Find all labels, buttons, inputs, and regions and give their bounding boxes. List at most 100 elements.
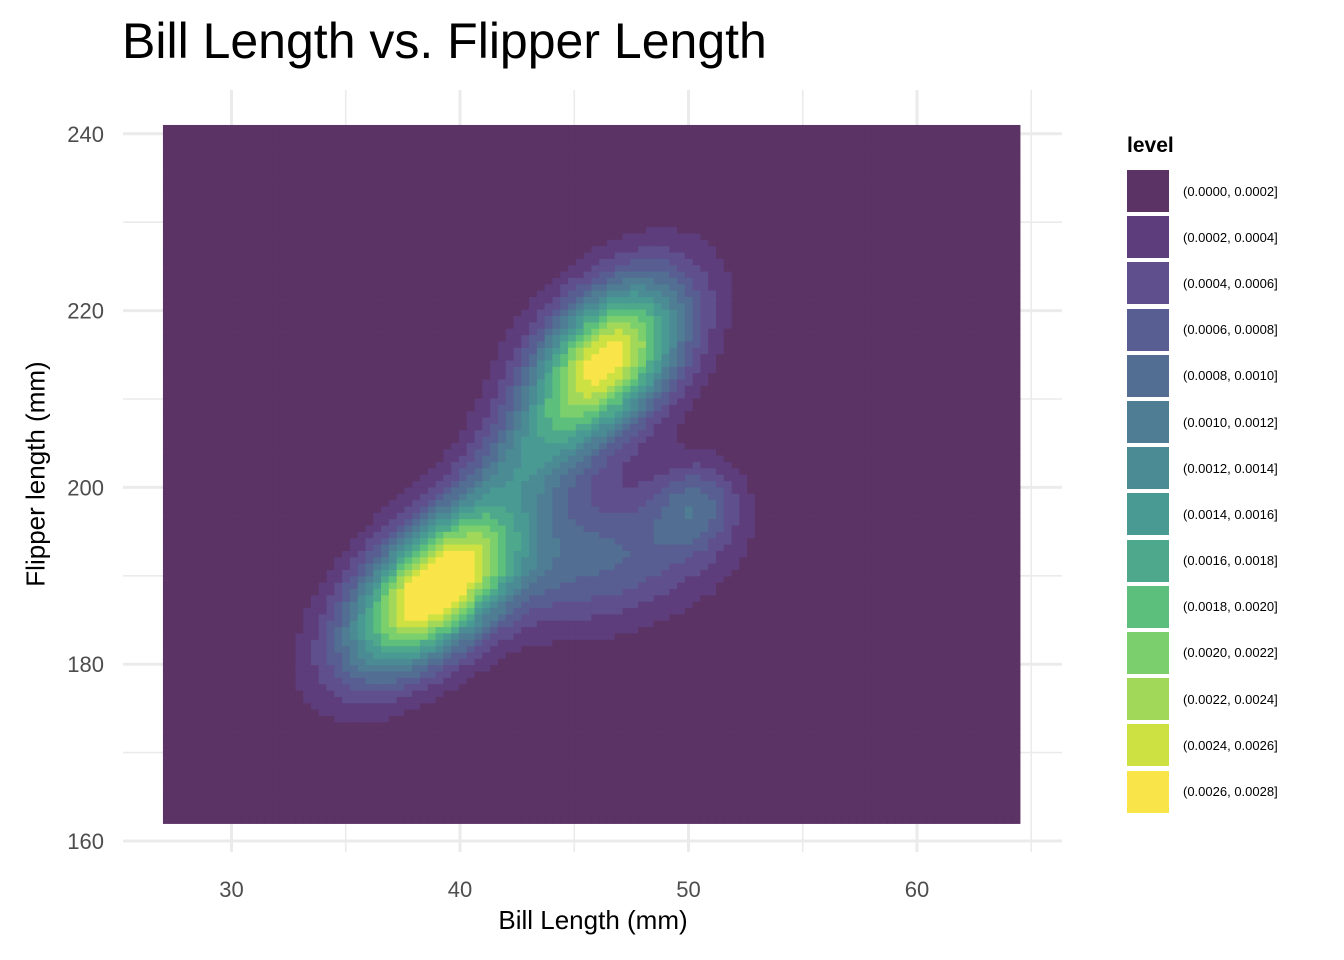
density-cell xyxy=(162,169,172,177)
density-cell xyxy=(505,423,515,431)
density-cell xyxy=(272,518,281,526)
density-cell xyxy=(225,461,234,469)
density-cell xyxy=(326,131,335,139)
density-cell xyxy=(295,442,304,450)
density-cell xyxy=(279,613,289,621)
density-cell xyxy=(272,131,281,139)
density-cell xyxy=(334,721,343,729)
density-cell xyxy=(170,664,180,672)
density-cell xyxy=(458,302,468,310)
density-cell xyxy=(404,429,413,437)
density-cell xyxy=(365,340,374,348)
density-cell xyxy=(497,163,507,170)
density-cell xyxy=(225,448,234,456)
density-cell xyxy=(349,410,359,418)
density-cell xyxy=(513,683,522,691)
density-cell xyxy=(482,296,491,304)
density-cell xyxy=(186,518,195,526)
density-cell xyxy=(349,670,359,678)
density-cell xyxy=(482,766,491,774)
density-cell xyxy=(186,651,195,659)
density-cell xyxy=(427,455,437,463)
density-cell xyxy=(381,696,390,704)
density-cell xyxy=(264,613,273,621)
density-cell xyxy=(264,785,273,793)
density-cell xyxy=(225,620,234,628)
density-cell xyxy=(217,448,226,456)
density-cell xyxy=(295,448,304,456)
density-cell xyxy=(209,797,219,805)
density-cell xyxy=(458,512,468,520)
density-cell xyxy=(396,550,406,558)
density-cell xyxy=(256,677,265,685)
density-cell xyxy=(404,759,413,767)
density-cell xyxy=(505,309,515,317)
density-cell xyxy=(162,766,172,774)
density-cell xyxy=(412,150,421,158)
density-cell xyxy=(435,575,444,583)
density-cell xyxy=(287,709,296,716)
density-cell xyxy=(404,315,413,323)
density-cell xyxy=(162,607,172,615)
density-cell xyxy=(381,131,390,139)
density-cell xyxy=(225,232,234,240)
density-cell xyxy=(310,524,320,532)
density-cell xyxy=(466,512,476,520)
density-cell xyxy=(396,518,406,526)
density-cell xyxy=(412,309,421,317)
density-cell xyxy=(497,658,507,666)
density-cell xyxy=(217,309,226,317)
density-cell xyxy=(497,315,507,323)
density-cell xyxy=(466,569,476,577)
density-cell xyxy=(443,347,452,355)
density-cell xyxy=(240,417,250,424)
density-cell xyxy=(225,518,234,526)
density-cell xyxy=(248,670,258,678)
density-cell xyxy=(248,772,258,780)
density-cell xyxy=(201,696,211,704)
density-cell xyxy=(318,448,328,456)
density-cell xyxy=(287,480,296,488)
density-cell xyxy=(303,550,312,558)
density-cell xyxy=(490,582,499,590)
density-cell xyxy=(412,220,421,228)
density-cell xyxy=(225,759,234,767)
density-cell xyxy=(482,797,491,805)
density-cell xyxy=(396,436,406,443)
density-cell xyxy=(170,423,180,431)
density-cell xyxy=(264,607,273,615)
density-cell xyxy=(458,150,468,158)
density-cell xyxy=(272,575,281,583)
density-cell xyxy=(310,797,320,805)
density-cell xyxy=(443,785,452,793)
density-cell xyxy=(388,417,398,424)
density-cell xyxy=(295,690,304,697)
density-cell xyxy=(490,188,499,196)
density-cell xyxy=(420,321,429,329)
density-cell xyxy=(326,182,335,190)
density-cell xyxy=(365,639,374,647)
density-cell xyxy=(310,239,320,247)
density-cell xyxy=(497,417,507,424)
density-cell xyxy=(318,283,328,291)
density-cell xyxy=(404,245,413,253)
density-cell xyxy=(373,753,382,761)
density-cell xyxy=(482,467,491,475)
density-cell xyxy=(209,550,219,558)
density-cell xyxy=(248,778,258,786)
density-cell xyxy=(326,543,335,551)
density-cell xyxy=(451,150,460,158)
density-cell xyxy=(303,264,312,272)
density-cell xyxy=(396,486,406,494)
density-cell xyxy=(443,651,452,659)
density-cell xyxy=(279,410,289,418)
density-cell xyxy=(240,664,250,672)
density-cell xyxy=(170,804,180,812)
density-cell xyxy=(248,347,258,355)
density-cell xyxy=(287,340,296,348)
density-cell xyxy=(334,182,343,190)
density-cell xyxy=(326,740,335,748)
density-cell xyxy=(326,658,335,666)
density-cell xyxy=(443,715,452,723)
density-cell xyxy=(404,626,413,634)
